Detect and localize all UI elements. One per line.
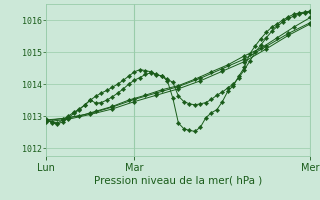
X-axis label: Pression niveau de la mer( hPa ): Pression niveau de la mer( hPa ) — [94, 176, 262, 186]
